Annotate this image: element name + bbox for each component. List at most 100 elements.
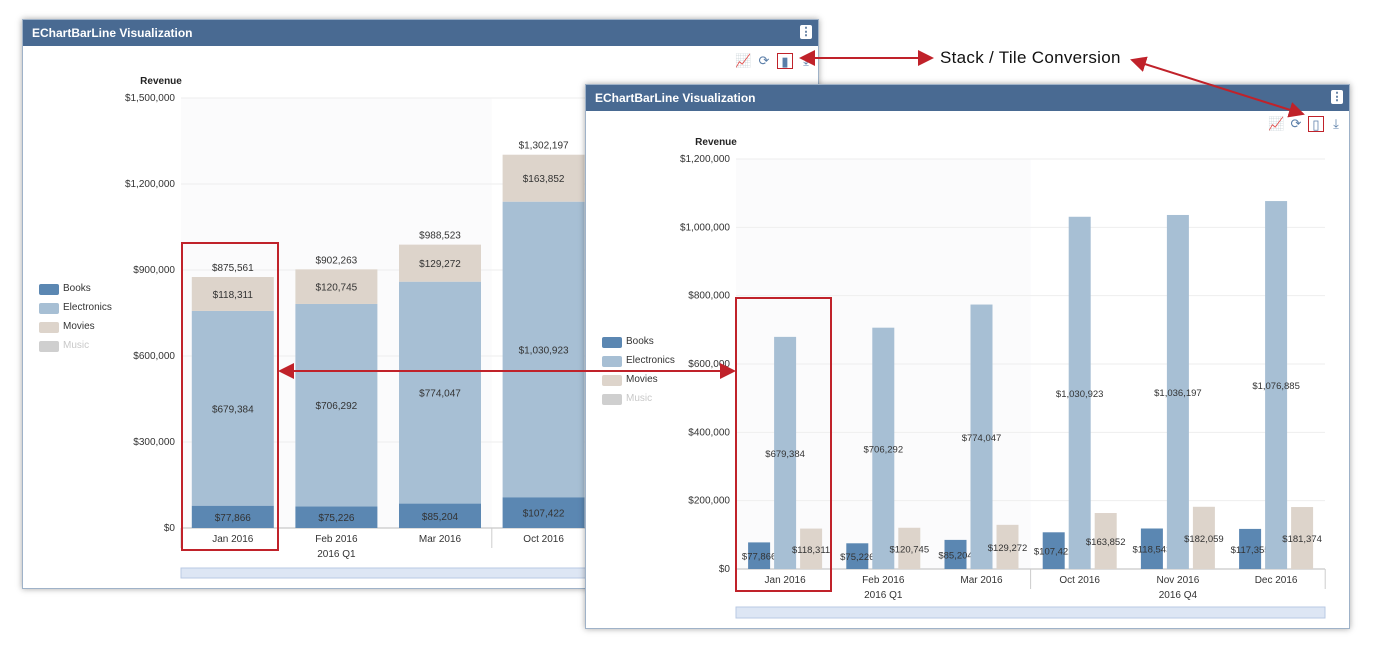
data-label: $117,355 bbox=[1231, 545, 1270, 556]
panel-title: EChartBarLine Visualization bbox=[32, 26, 193, 40]
data-label: $679,384 bbox=[212, 404, 254, 415]
data-label: $181,374 bbox=[1282, 534, 1322, 545]
panel-header: EChartBarLine Visualization ⋮ bbox=[23, 20, 818, 46]
bar-chart-icon[interactable]: ▮ bbox=[777, 53, 793, 69]
data-label: $75,226 bbox=[840, 552, 874, 563]
data-label: $77,866 bbox=[215, 513, 252, 524]
panel-header: EChartBarLine Visualization ⋮ bbox=[586, 85, 1349, 111]
legend-label: Books bbox=[63, 283, 91, 294]
data-label: $182,059 bbox=[1184, 534, 1224, 545]
bar-segment bbox=[502, 497, 585, 528]
legend-label: Electronics bbox=[63, 302, 112, 313]
bar bbox=[944, 539, 967, 569]
data-label: $774,047 bbox=[962, 433, 1002, 444]
data-label: $118,543 bbox=[1132, 545, 1171, 556]
chart-type-icon[interactable]: 📈 bbox=[1268, 116, 1285, 131]
grouped-bar-chart: $0 $200,000 $400,000 $600,000 $800,000 $1,000… bbox=[680, 137, 1326, 619]
bar bbox=[1094, 513, 1117, 569]
download-icon[interactable]: ⤓ bbox=[803, 53, 809, 68]
data-label: $679,384 bbox=[765, 449, 805, 460]
data-label: $1,076,885 bbox=[1252, 381, 1300, 392]
data-label: $1,036,197 bbox=[1154, 388, 1202, 399]
x-tick-label: Nov 2016 bbox=[1156, 575, 1199, 586]
x-tick-label: Jan 2016 bbox=[212, 534, 254, 545]
annotation-label: Stack / Tile Conversion bbox=[940, 48, 1121, 67]
panel-title: EChartBarLine Visualization bbox=[595, 91, 756, 105]
data-label: $85,204 bbox=[422, 512, 459, 523]
legend-swatch bbox=[602, 356, 622, 367]
y-tick-label: $0 bbox=[164, 523, 176, 534]
bar bbox=[1291, 507, 1314, 569]
bar-segment bbox=[399, 503, 481, 528]
total-label: $1,302,197 bbox=[519, 141, 569, 152]
data-label: $1,030,923 bbox=[519, 345, 569, 356]
refresh-icon[interactable]: ⟳ bbox=[758, 53, 770, 68]
bar bbox=[898, 527, 921, 569]
y-tick-label: $200,000 bbox=[688, 496, 730, 507]
total-label: $902,263 bbox=[316, 255, 358, 266]
chart-type-icon[interactable]: 📈 bbox=[735, 53, 752, 68]
data-label: $706,292 bbox=[316, 401, 358, 412]
x-tick-label: Oct 2016 bbox=[523, 534, 564, 545]
y-tick-label: $600,000 bbox=[688, 359, 730, 370]
bar bbox=[846, 543, 869, 569]
data-label: $75,226 bbox=[318, 513, 355, 524]
data-label: $163,852 bbox=[1086, 537, 1126, 548]
bar bbox=[1068, 216, 1091, 569]
data-label: $107,422 bbox=[1034, 547, 1074, 558]
refresh-icon[interactable]: ⟳ bbox=[1290, 116, 1302, 131]
x-tick-label: Dec 2016 bbox=[1255, 575, 1298, 586]
data-label: $85,204 bbox=[938, 550, 972, 561]
x-group-label: 2016 Q1 bbox=[317, 549, 356, 560]
legend-label: Music bbox=[626, 393, 653, 404]
x-tick-label: Mar 2016 bbox=[419, 534, 462, 545]
y-tick-label: $400,000 bbox=[688, 427, 730, 438]
bar-segment bbox=[399, 244, 481, 282]
bar-segment bbox=[295, 269, 378, 304]
data-label: $129,272 bbox=[988, 543, 1028, 554]
legend-swatch bbox=[39, 341, 59, 352]
bar bbox=[996, 524, 1019, 569]
x-tick-label: Feb 2016 bbox=[315, 534, 358, 545]
total-label: $988,523 bbox=[419, 231, 461, 242]
y-axis-title: Revenue bbox=[140, 76, 182, 87]
data-label: $129,272 bbox=[419, 259, 461, 270]
kebab-menu-icon[interactable]: ⋮ bbox=[1331, 90, 1343, 104]
bar bbox=[1140, 528, 1163, 569]
legend-swatch bbox=[602, 394, 622, 405]
data-label: $163,852 bbox=[523, 174, 565, 185]
x-tick-label: Jan 2016 bbox=[765, 575, 807, 586]
y-tick-label: $300,000 bbox=[133, 437, 175, 448]
bar bbox=[1239, 528, 1262, 569]
bar bbox=[1166, 214, 1189, 570]
download-icon[interactable]: ⤓ bbox=[1333, 116, 1339, 131]
y-tick-label: $1,500,000 bbox=[125, 93, 175, 104]
bar-segment bbox=[399, 281, 481, 504]
data-label: $1,030,923 bbox=[1056, 389, 1104, 400]
total-label: $875,561 bbox=[212, 263, 254, 274]
chart-toolbar: 📈 ⟳ ▯ ⤓ bbox=[1268, 116, 1348, 132]
bar-segment bbox=[295, 506, 378, 528]
y-tick-label: $1,000,000 bbox=[680, 222, 730, 233]
x-tick-label: Feb 2016 bbox=[862, 575, 905, 586]
y-tick-label: $1,200,000 bbox=[680, 154, 730, 165]
y-tick-label: $1,200,000 bbox=[125, 179, 175, 190]
bar bbox=[1265, 201, 1288, 569]
kebab-menu-icon[interactable]: ⋮ bbox=[800, 25, 812, 39]
data-label: $706,292 bbox=[863, 444, 903, 455]
data-label: $107,422 bbox=[523, 509, 565, 520]
bar bbox=[1192, 506, 1215, 569]
y-tick-label: $900,000 bbox=[133, 265, 175, 276]
y-tick-label: $600,000 bbox=[133, 351, 175, 362]
bar-chart-icon[interactable]: ▯ bbox=[1308, 116, 1324, 132]
legend-swatch bbox=[39, 322, 59, 333]
chart-toolbar: 📈 ⟳ ▮ ⤓ bbox=[735, 53, 815, 69]
data-label: $774,047 bbox=[419, 389, 461, 400]
data-label: $120,745 bbox=[889, 544, 929, 555]
bar bbox=[1042, 532, 1065, 569]
bar bbox=[872, 327, 895, 569]
bar-segment bbox=[502, 201, 585, 498]
data-label: $120,745 bbox=[316, 283, 358, 294]
bar-segment bbox=[295, 303, 378, 507]
legend-swatch bbox=[39, 303, 59, 314]
